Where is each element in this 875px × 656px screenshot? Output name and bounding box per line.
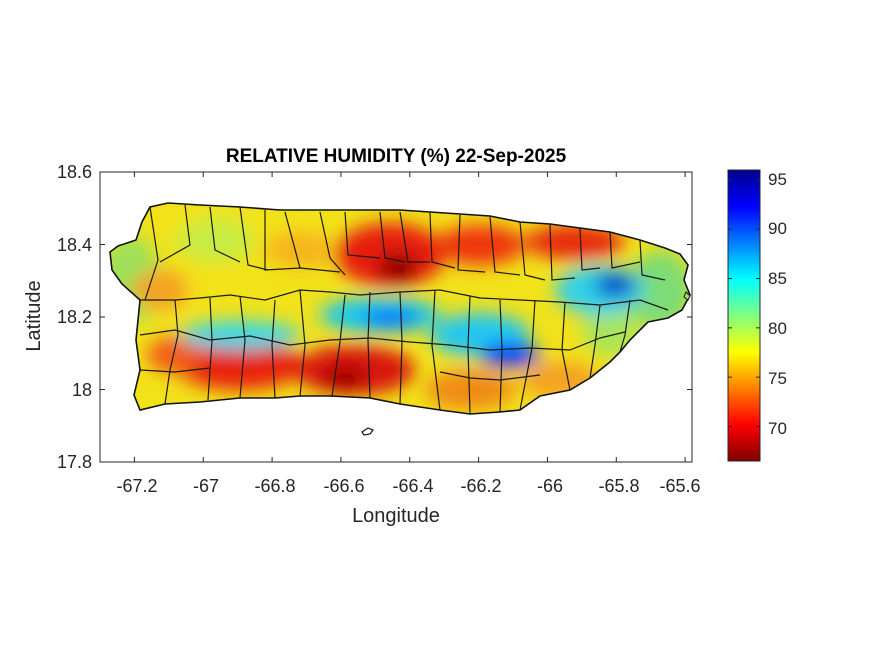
colorbar-tick-label: 80: [768, 319, 787, 338]
cyan-band-west: [180, 321, 300, 349]
colorbar-tick-label: 90: [768, 219, 787, 238]
x-tick-label: -66.4: [392, 476, 433, 496]
municipality-boundaries: [139, 204, 669, 414]
small-island-east: [683, 291, 691, 301]
green-east-blob: [628, 250, 690, 330]
y-tick-marks: [100, 171, 692, 463]
darkred-core-south: [323, 366, 367, 390]
y-tick-label: 18: [72, 380, 92, 400]
chart-title: RELATIVE HUMIDITY (%) 22-Sep-2025: [226, 146, 567, 167]
humidity-field: [110, 203, 690, 414]
colorbar-tick-label: 95: [768, 170, 787, 189]
y-tick-label: 18.2: [57, 307, 92, 327]
colorbar-tick-label: 75: [768, 369, 787, 388]
x-tick-label: -67: [193, 476, 219, 496]
x-tick-label: -65.6: [659, 476, 700, 496]
x-tick-label: -66.8: [254, 476, 295, 496]
x-axis: -67.2 -67 -66.8 -66.6 -66.4 -66.2 -66 -6…: [116, 172, 701, 496]
x-axis-label: Longitude: [352, 505, 440, 527]
colorbar: 95 90 85 80 75 70: [727, 169, 787, 462]
red-southwest-blob: [147, 337, 203, 373]
x-tick-label: -66.6: [323, 476, 364, 496]
colorbar-tick-marks: [728, 179, 760, 427]
colorbar-tick-label: 70: [768, 419, 787, 438]
x-tick-label: -66.2: [460, 476, 501, 496]
blue-core-central: [362, 310, 418, 326]
green-northwest-blob: [175, 218, 255, 262]
green-southeast-blob: [582, 304, 638, 356]
colorbar-gradient: [727, 169, 761, 462]
y-tick-label: 17.8: [57, 452, 92, 472]
y-tick-label: 18.6: [57, 162, 92, 182]
y-axis: 18.6 18.4 18.2 18 17.8: [57, 162, 692, 472]
y-axis-label: Latitude: [23, 280, 45, 351]
blue-core-northeast: [595, 274, 635, 296]
x-tick-label: -67.2: [116, 476, 157, 496]
x-tick-label: -65.8: [598, 476, 639, 496]
red-north-east-blob: [435, 225, 525, 265]
orange-central-north-blob: [265, 232, 335, 268]
colorbar-tick-label: 85: [768, 269, 787, 288]
darkred-core-north: [378, 254, 418, 282]
x-tick-marks: [133, 172, 686, 462]
x-tick-label: -66: [537, 476, 563, 496]
blue-core-east: [480, 343, 540, 367]
small-island-south: [361, 427, 374, 436]
y-tick-label: 18.4: [57, 235, 92, 255]
